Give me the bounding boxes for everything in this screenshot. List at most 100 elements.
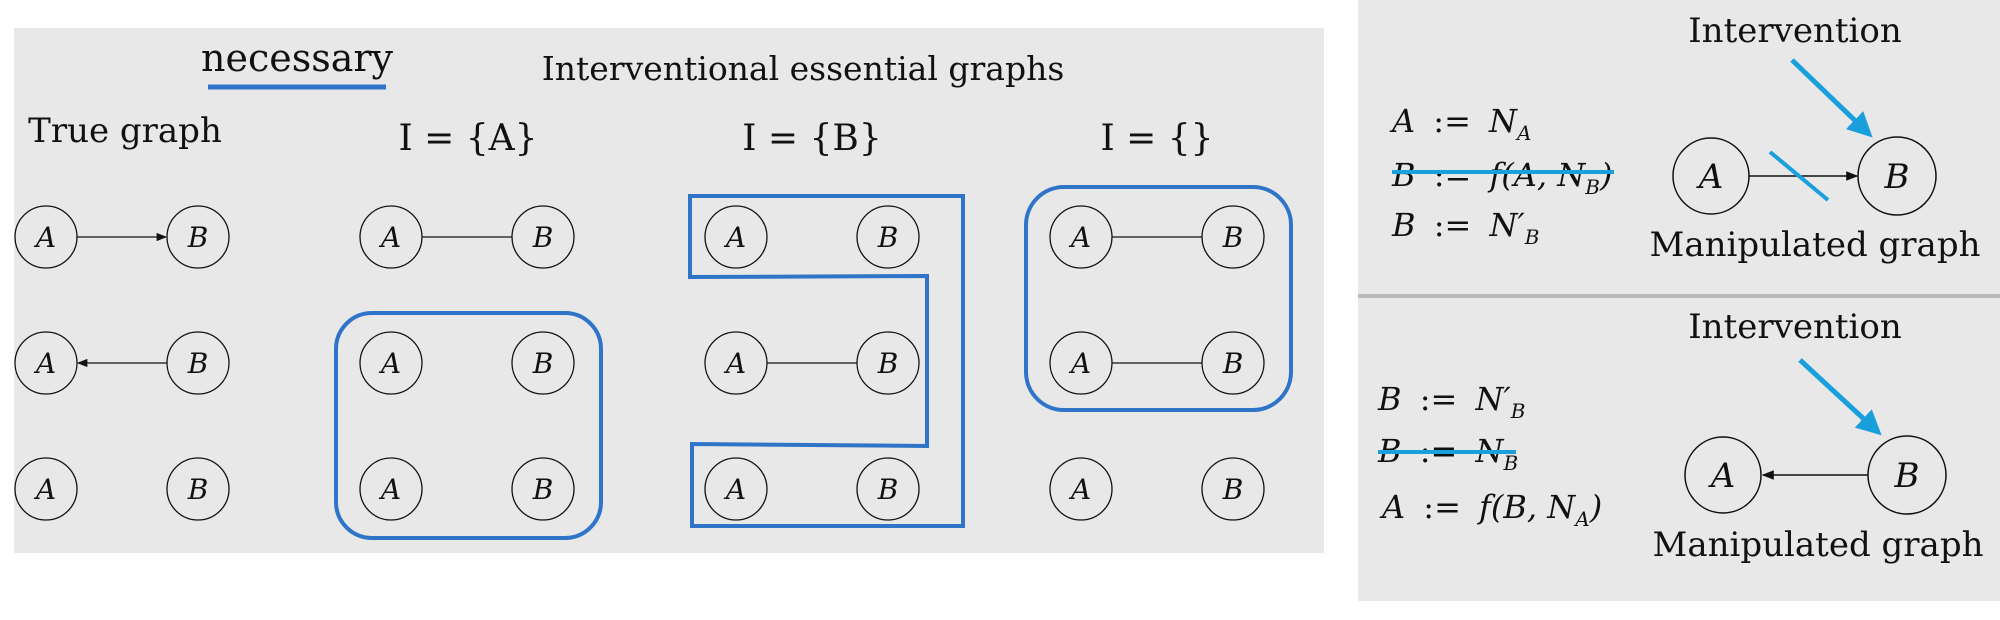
main-title: Interventional essential graphs: [542, 49, 1065, 88]
node-a-label-inone-row-2: A: [1068, 347, 1091, 380]
equation-3-sub: B: [1524, 225, 1540, 249]
node-b-ia-row-1: [511, 205, 575, 269]
node-a-true-row-2: [14, 331, 78, 395]
equation-3: B := N′B: [1391, 206, 1539, 249]
equation-3-rhs: N′: [1488, 206, 1525, 244]
node-b-label-true-row-1: B: [187, 221, 209, 254]
equation-4-op: :=: [1420, 380, 1458, 418]
equation-5-sub: B: [1502, 451, 1518, 475]
node-b-ib-row-2: [856, 331, 920, 395]
graph-grid: A B A B A B A B A B A B A B A B A B A B A B A B: [14, 205, 1265, 521]
necessary-badge: necessary: [201, 36, 394, 80]
node-b-label-ia-row-2: B: [532, 347, 554, 380]
equation-1: A := NA: [1389, 102, 1532, 145]
equation-1-op: :=: [1433, 102, 1471, 140]
node-a-inone-row-3: [1049, 457, 1113, 521]
caption-bottom: Manipulated graph: [1653, 525, 1984, 565]
node-b-ib-row-3: [856, 457, 920, 521]
node-b-label-ib-row-3: B: [877, 473, 899, 506]
main-panel: [14, 28, 1324, 553]
node-a-label-true-row-1: A: [33, 221, 56, 254]
node-a-label-ia-row-3: A: [378, 473, 401, 506]
column-label-intervention-b: I = {B}: [742, 118, 882, 159]
column-label-intervention-a: I = {A}: [398, 118, 537, 159]
equation-1-sub: A: [1515, 121, 1531, 145]
node-a-inone-row-2: [1049, 331, 1113, 395]
equation-2-op: :=: [1434, 156, 1472, 194]
node-a-ib-row-2: [704, 331, 768, 395]
caption-top: Manipulated graph: [1650, 225, 1981, 265]
node-b-true-row-2: [166, 331, 230, 395]
node-a-bottom-label: A: [1708, 456, 1736, 496]
equation-6-tail: ): [1589, 488, 1602, 526]
equation-1-lhs: A: [1389, 102, 1415, 140]
equation-3-lhs: B: [1391, 206, 1416, 244]
node-a-ia-row-2: [359, 331, 423, 395]
node-b-inone-row-3: [1201, 457, 1265, 521]
node-b-true-row-1: [166, 205, 230, 269]
node-b-ia-row-2: [511, 331, 575, 395]
node-a-ia-row-1: [359, 205, 423, 269]
equation-2-rhs: f(A, N: [1487, 156, 1586, 194]
equation-4: B := N′B: [1377, 380, 1525, 423]
node-b-top-label: B: [1884, 157, 1910, 197]
equation-4-lhs: B: [1377, 380, 1402, 418]
node-b-label-true-row-3: B: [187, 473, 209, 506]
intervention-arrow-bottom: [1798, 358, 1882, 436]
node-a-label-ia-row-1: A: [378, 221, 401, 254]
equation-4-sub: B: [1510, 399, 1526, 423]
node-b-label-true-row-2: B: [187, 347, 209, 380]
column-label-true-graph: True graph: [28, 111, 222, 151]
equation-1-rhs: N: [1488, 102, 1518, 140]
node-a-label-ib-row-1: A: [723, 221, 746, 254]
node-a-top-label: A: [1696, 157, 1724, 197]
node-a-true-row-1: [14, 205, 78, 269]
equation-2-sub: B: [1584, 175, 1600, 199]
equation-3-op: :=: [1434, 206, 1472, 244]
equation-6-lhs: A: [1379, 488, 1405, 526]
node-b-label-inone-row-3: B: [1222, 473, 1244, 506]
node-a-ib-row-1: [704, 205, 768, 269]
node-b-label-ib-row-1: B: [877, 221, 899, 254]
node-b-true-row-3: [166, 457, 230, 521]
equation-6: A := f(B, NA): [1379, 488, 1602, 531]
intervention-label-bottom: Intervention: [1688, 307, 1902, 347]
group-inone-rows-1-2: [1024, 185, 1293, 412]
node-b-bottom-label: B: [1894, 456, 1920, 496]
node-a-label-ib-row-2: A: [723, 347, 746, 380]
node-b-label-ia-row-1: B: [532, 221, 554, 254]
node-a-bottom: [1684, 436, 1762, 514]
node-a-label-true-row-3: A: [33, 473, 56, 506]
node-a-ia-row-3: [359, 457, 423, 521]
right-bottom-equations: B := N′B B := NB A := f(B, NA): [1377, 380, 1602, 531]
group-ia-rows-2-3: [334, 311, 603, 540]
edge-cut-mark: [1768, 150, 1830, 202]
right-top-equations: A := NA B := f(A, NB) B := N′B: [1389, 102, 1614, 249]
node-b-label-inone-row-2: B: [1222, 347, 1244, 380]
node-b-label-ia-row-3: B: [532, 473, 554, 506]
node-b-inone-row-2: [1201, 331, 1265, 395]
node-a-label-true-row-2: A: [33, 347, 56, 380]
equation-6-sub: A: [1573, 507, 1589, 531]
equation-6-op: :=: [1423, 488, 1461, 526]
node-a-label-inone-row-3: A: [1068, 473, 1091, 506]
equation-2-tail: ): [1599, 156, 1612, 194]
node-b-inone-row-1: [1201, 205, 1265, 269]
node-a-inone-row-1: [1049, 205, 1113, 269]
equation-2-lhs: B: [1391, 156, 1416, 194]
node-b-label-inone-row-1: B: [1222, 221, 1244, 254]
group-ib-rows-1-3: [688, 194, 965, 528]
intervention-arrow-top: [1790, 58, 1873, 138]
node-b-label-ib-row-2: B: [877, 347, 899, 380]
column-label-intervention-none: I = {}: [1100, 118, 1213, 159]
node-b-ib-row-1: [856, 205, 920, 269]
node-b-ia-row-3: [511, 457, 575, 521]
node-a-label-ia-row-2: A: [378, 347, 401, 380]
intervention-label-top: Intervention: [1688, 11, 1902, 51]
equation-6-rhs: f(B, N: [1477, 488, 1576, 526]
equation-2-struck: B := f(A, NB): [1391, 156, 1612, 199]
node-a-label-inone-row-1: A: [1068, 221, 1091, 254]
node-a-label-ib-row-3: A: [723, 473, 746, 506]
node-a-ib-row-3: [704, 457, 768, 521]
